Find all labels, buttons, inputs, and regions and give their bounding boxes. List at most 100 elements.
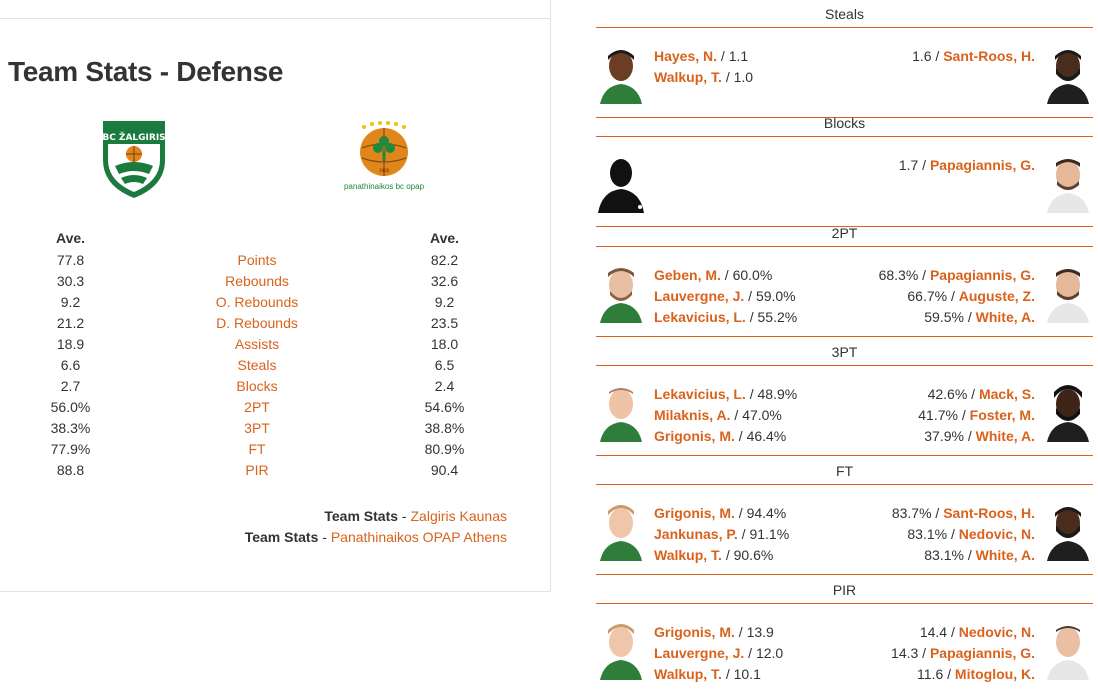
player-link[interactable]: Lekavicius, L. [654,386,746,402]
stat-label-defensive-rebounds[interactable]: D. Rebounds [216,315,298,331]
player-photo[interactable] [596,380,646,442]
home-value: 6.6 [60,357,81,373]
player-photo[interactable] [596,618,646,680]
stat-label-3pt[interactable]: 3PT [244,420,270,436]
leader-value: 48.9% [757,386,798,402]
player-photo[interactable] [596,42,646,104]
player-link[interactable]: Geben, M. [654,267,721,283]
section-body: 1.7 / Papagiannis, G. [596,137,1093,227]
stat-label-rebounds[interactable]: Rebounds [225,273,289,289]
stat-label-pir[interactable]: PIR [245,462,269,478]
stat-row: 77.9% FT 80.9% [0,440,551,461]
leader-line: Walkup, T. / 90.6% [654,547,774,563]
leader-value: 83.1% [907,526,948,542]
player-link[interactable]: Walkup, T. [654,666,722,682]
stat-row: 56.0% 2PT 54.6% [0,398,551,419]
leader-value: 83.7% [891,505,932,521]
player-link[interactable]: Sant-Roos, H. [943,505,1035,521]
player-link[interactable]: Grigonis, M. [654,624,735,640]
player-link[interactable]: Grigonis, M. [654,505,735,521]
leader-line: Grigonis, M. / 94.4% [654,505,787,521]
panathinaikos-logo[interactable]: 1908 [348,118,420,200]
player-photo[interactable] [1043,380,1093,442]
player-link[interactable]: Lauvergne, J. [654,288,745,304]
leader-value: 10.1 [733,666,761,682]
player-link[interactable]: Mack, S. [978,386,1035,402]
leader-value: 94.4% [746,505,787,521]
player-link[interactable]: Lauvergne, J. [654,645,745,661]
section-body: Grigonis, M. / 13.9 Lauvergne, J. / 12.0… [596,604,1093,694]
home-leaders: Hayes, N. / 1.1 Walkup, T. / 1.0 [654,46,753,88]
leader-value: 1.7 [898,157,919,173]
player-link[interactable]: Jankunas, P. [654,526,738,542]
player-link[interactable]: Papagiannis, G. [929,267,1035,283]
player-link[interactable]: Auguste, Z. [958,288,1035,304]
leader-line: Walkup, T. / 1.0 [654,69,754,85]
leader-value: 91.1% [749,526,790,542]
player-link[interactable]: Grigonis, M. [654,428,735,444]
zalgiris-logo[interactable]: BC ŽALGIRIS [99,118,169,200]
leader-value: 1.1 [728,48,749,64]
player-photo[interactable] [596,499,646,561]
zalgiris-team-link[interactable]: Zalgiris Kaunas [410,508,508,524]
player-photo[interactable] [596,261,646,323]
player-link[interactable]: Mitoglou, K. [954,666,1035,682]
leader-line: 11.6 / Mitoglou, K. [917,666,1035,682]
away-average-header: Ave. [430,230,460,246]
player-photo[interactable] [1043,618,1093,680]
player-link[interactable]: Walkup, T. [654,69,722,85]
team-stats-link-home: Team Stats - Zalgiris Kaunas [324,508,507,524]
svg-text:BC ŽALGIRIS: BC ŽALGIRIS [102,131,165,143]
away-value: 6.5 [434,357,455,373]
stat-label-offensive-rebounds[interactable]: O. Rebounds [215,294,299,310]
home-value: 9.2 [60,294,81,310]
player-link[interactable]: White, A. [975,428,1035,444]
leader-value: 59.5% [924,309,964,325]
leader-line: 37.9% / White, A. [924,428,1035,444]
player-photo[interactable] [1043,499,1093,561]
section-title: 3PT [596,338,1093,366]
player-link[interactable]: White, A. [975,547,1035,563]
leader-value: 46.4% [746,428,787,444]
leader-value: 68.3% [878,267,919,283]
home-average-header: Ave. [56,230,86,246]
panathinaikos-team-link[interactable]: Panathinaikos OPAP Athens [330,529,507,545]
home-leaders: Grigonis, M. / 94.4% Jankunas, P. / 91.1… [654,503,789,566]
player-link[interactable]: Milaknis, A. [654,407,731,423]
leader-line: 1.6 / Sant-Roos, H. [912,48,1035,64]
stat-label-points[interactable]: Points [237,252,277,268]
player-link[interactable]: Foster, M. [969,407,1035,423]
leader-value: 12.0 [755,645,784,661]
stat-label-blocks[interactable]: Blocks [236,378,278,394]
stat-label-assists[interactable]: Assists [234,336,280,352]
home-value: 88.8 [56,462,85,478]
section-title: FT [596,457,1093,485]
section-body: Grigonis, M. / 94.4% Jankunas, P. / 91.1… [596,485,1093,575]
leaders-section-steals: Steals Hayes, N. / 1.1 Walkup, T. / 1.0 … [596,0,1093,118]
player-link[interactable]: Papagiannis, G. [929,645,1035,661]
stat-label-2pt[interactable]: 2PT [244,399,270,415]
leader-line: Hayes, N. / 1.1 [654,48,749,64]
player-photo[interactable] [1043,42,1093,104]
player-photo[interactable] [1043,151,1093,213]
leader-value: 66.7% [907,288,948,304]
panathinaikos-logo-text: panathinaikos bc opap [343,182,425,191]
player-link[interactable]: Hayes, N. [654,48,718,64]
stat-label-ft[interactable]: FT [248,441,266,457]
player-link[interactable]: Walkup, T. [654,547,722,563]
leader-value: 13.9 [746,624,774,640]
player-link[interactable]: Nedovic, N. [958,624,1035,640]
player-link[interactable]: Nedovic, N. [958,526,1035,542]
player-link[interactable]: White, A. [975,309,1035,325]
player-photo[interactable] [1043,261,1093,323]
leader-line: Grigonis, M. / 46.4% [654,428,787,444]
away-value: 38.8% [424,420,465,436]
player-silhouette [596,151,646,213]
leader-value: 1.6 [912,48,932,64]
player-link[interactable]: Lekavicius, L. [654,309,746,325]
stat-label-steals[interactable]: Steals [237,357,277,373]
away-leaders: 1.6 / Sant-Roos, H. [912,46,1035,67]
player-link[interactable]: Papagiannis, G. [929,157,1035,173]
section-body: Geben, M. / 60.0% Lauvergne, J. / 59.0% … [596,247,1093,337]
player-link[interactable]: Sant-Roos, H. [943,48,1035,64]
